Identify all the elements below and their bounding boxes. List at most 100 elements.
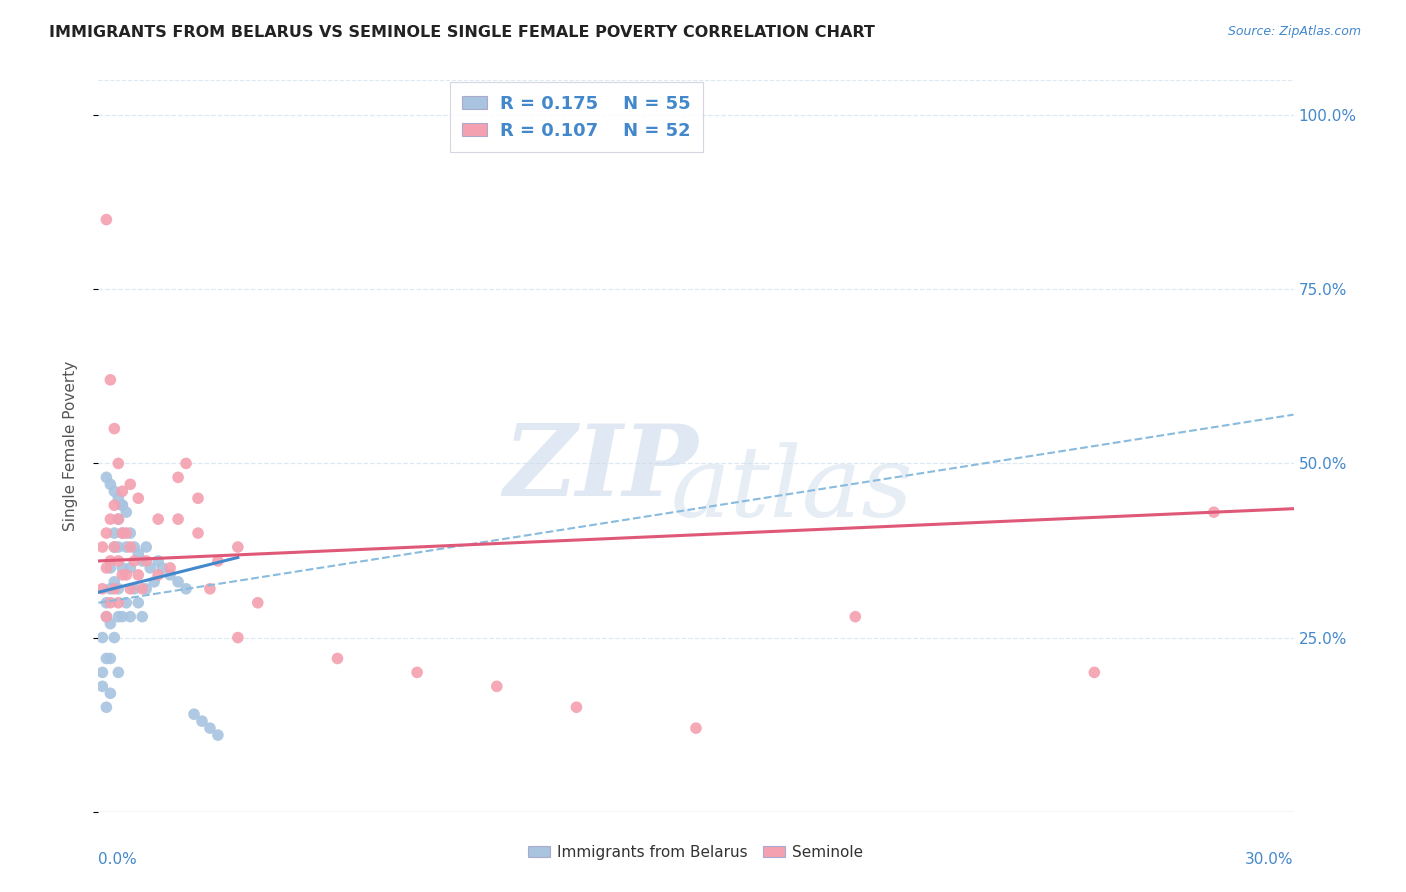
Point — [98, 616, 122, 631]
Point — [124, 540, 146, 554]
Point — [107, 582, 129, 596]
Point — [226, 540, 249, 554]
Legend: Immigrants from Belarus, Seminole: Immigrants from Belarus, Seminole — [522, 839, 870, 866]
Point — [148, 512, 170, 526]
Point — [111, 484, 134, 499]
Point — [127, 596, 149, 610]
Point — [103, 484, 125, 499]
Point — [131, 554, 153, 568]
Point — [406, 665, 429, 680]
Point — [91, 540, 114, 554]
Point — [120, 561, 142, 575]
Point — [91, 679, 114, 693]
Point — [120, 477, 142, 491]
Point — [115, 505, 138, 519]
Point — [98, 582, 122, 596]
Point — [326, 651, 349, 665]
Point — [135, 582, 157, 596]
Point — [485, 679, 508, 693]
Point — [111, 561, 134, 575]
Point — [107, 665, 129, 680]
Point — [107, 512, 129, 526]
Point — [91, 631, 114, 645]
Point — [120, 526, 142, 541]
Point — [111, 498, 134, 512]
Point — [135, 540, 157, 554]
Point — [96, 596, 118, 610]
Point — [98, 554, 122, 568]
Point — [107, 540, 129, 554]
Point — [96, 470, 118, 484]
Point — [115, 540, 138, 554]
Point — [98, 561, 122, 575]
Point — [115, 526, 138, 541]
Point — [103, 574, 125, 589]
Point — [111, 498, 134, 512]
Point — [96, 561, 118, 575]
Point — [98, 596, 122, 610]
Point — [183, 707, 205, 722]
Point — [191, 714, 214, 728]
Point — [107, 609, 129, 624]
Point — [98, 512, 122, 526]
Point — [174, 582, 197, 596]
Point — [107, 491, 129, 506]
Text: ZIP: ZIP — [503, 420, 697, 516]
Text: atlas: atlas — [671, 442, 912, 538]
Point — [124, 554, 146, 568]
Point — [96, 212, 118, 227]
Point — [246, 596, 269, 610]
Point — [103, 582, 125, 596]
Point — [107, 554, 129, 568]
Point — [96, 700, 118, 714]
Point — [91, 582, 114, 596]
Point — [131, 582, 153, 596]
Text: 0.0%: 0.0% — [98, 852, 138, 867]
Point — [159, 567, 181, 582]
Point — [96, 609, 118, 624]
Point — [159, 561, 181, 575]
Point — [103, 421, 125, 435]
Y-axis label: Single Female Poverty: Single Female Poverty — [63, 361, 77, 531]
Point — [115, 596, 138, 610]
Point — [127, 567, 149, 582]
Point — [120, 582, 142, 596]
Point — [96, 526, 118, 541]
Point — [111, 567, 134, 582]
Point — [98, 686, 122, 700]
Point — [1083, 665, 1105, 680]
Point — [107, 596, 129, 610]
Point — [98, 373, 122, 387]
Text: 30.0%: 30.0% — [1246, 852, 1294, 867]
Point — [124, 582, 146, 596]
Point — [187, 491, 209, 506]
Point — [174, 457, 197, 471]
Point — [1202, 505, 1225, 519]
Point — [103, 526, 125, 541]
Point — [135, 554, 157, 568]
Point — [139, 561, 162, 575]
Point — [167, 512, 190, 526]
Point — [844, 609, 866, 624]
Point — [187, 526, 209, 541]
Point — [207, 554, 229, 568]
Point — [150, 561, 173, 575]
Point — [103, 631, 125, 645]
Point — [96, 651, 118, 665]
Point — [198, 721, 221, 735]
Point — [167, 470, 190, 484]
Point — [207, 728, 229, 742]
Text: Source: ZipAtlas.com: Source: ZipAtlas.com — [1227, 25, 1361, 38]
Point — [111, 526, 134, 541]
Point — [91, 665, 114, 680]
Point — [148, 567, 170, 582]
Point — [226, 631, 249, 645]
Point — [148, 554, 170, 568]
Point — [685, 721, 707, 735]
Point — [120, 609, 142, 624]
Text: IMMIGRANTS FROM BELARUS VS SEMINOLE SINGLE FEMALE POVERTY CORRELATION CHART: IMMIGRANTS FROM BELARUS VS SEMINOLE SING… — [49, 25, 875, 40]
Point — [565, 700, 588, 714]
Point — [103, 540, 125, 554]
Point — [96, 609, 118, 624]
Point — [127, 491, 149, 506]
